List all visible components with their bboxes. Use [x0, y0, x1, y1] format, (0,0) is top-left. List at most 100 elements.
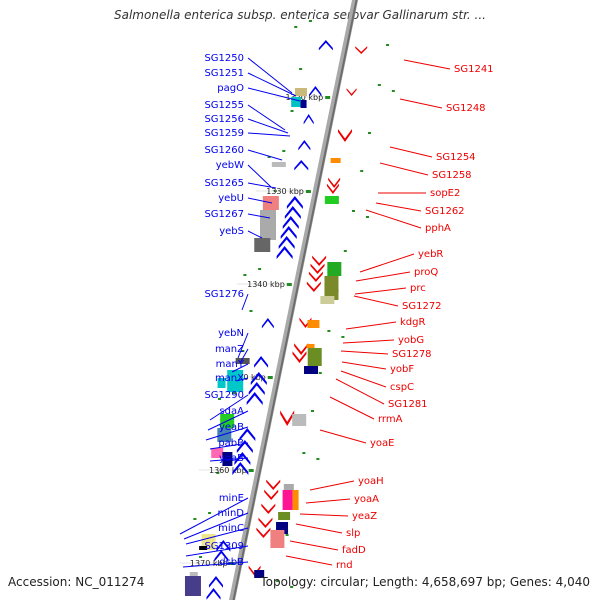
feature-block	[270, 530, 285, 548]
leader-line	[239, 348, 249, 364]
gene-label-right: rnd	[336, 560, 353, 571]
feature-block	[295, 88, 308, 96]
gene-tick	[294, 26, 298, 28]
genome-backbone	[228, 0, 359, 600]
gene-tick	[299, 68, 303, 70]
reverse-gene-arrow	[346, 88, 357, 96]
gene-label-right: SG1281	[388, 399, 428, 410]
gene-tick	[193, 518, 197, 520]
gene-tick	[290, 586, 294, 588]
gene-label-right: yebR	[418, 249, 443, 260]
gene-label-left: yebS	[219, 226, 244, 237]
leader-line	[247, 118, 289, 134]
gene-tick	[377, 84, 381, 86]
feature-block	[254, 570, 265, 578]
gene-label-left: SG1290	[204, 390, 244, 401]
leader-line	[335, 378, 385, 405]
gene-tick	[282, 150, 286, 152]
leader-line	[340, 370, 387, 388]
leader-line	[289, 540, 339, 551]
reverse-gene-arrow	[337, 129, 352, 142]
feature-block	[199, 546, 208, 550]
forward-gene-arrow	[214, 550, 229, 562]
gene-label-left: minE	[219, 493, 244, 504]
feature-block	[211, 448, 224, 458]
feature-block	[235, 358, 250, 364]
gene-label-left: SG1250	[204, 53, 244, 64]
kbp-label: 1360 kbp	[209, 466, 247, 475]
gene-label-left: SG1260	[204, 145, 244, 156]
feature-block	[304, 366, 319, 374]
gene-label-right: prc	[410, 283, 426, 294]
leader-line	[185, 545, 249, 557]
gene-tick	[217, 398, 221, 400]
feature-block	[227, 370, 244, 392]
leader-line	[247, 149, 283, 161]
gene-label-left: SG1259	[204, 128, 244, 139]
reverse-gene-arrow	[266, 479, 281, 490]
leader-line	[389, 146, 433, 158]
forward-gene-arrow	[239, 428, 256, 441]
leader-line	[295, 523, 343, 534]
reverse-gene-arrow	[280, 410, 295, 426]
leader-line	[247, 197, 273, 204]
leader-line	[182, 561, 249, 568]
kbp-label: 1330 kbp	[266, 187, 304, 196]
gene-label-left: manZ	[215, 344, 244, 355]
gene-tick	[316, 458, 320, 460]
gene-label-left: pabB	[218, 438, 244, 449]
reverse-gene-arrow	[312, 255, 327, 266]
leader-line	[209, 394, 249, 421]
gene-tick	[276, 580, 280, 582]
gene-label-right: SG1258	[432, 170, 472, 181]
reverse-gene-arrow	[258, 517, 273, 528]
leader-line	[247, 132, 291, 137]
gene-tick	[249, 310, 253, 312]
gene-label-right: SG1241	[454, 64, 494, 75]
leader-line	[340, 350, 389, 355]
forward-gene-arrow	[248, 382, 265, 395]
gene-label-left: yebN	[218, 328, 244, 339]
gene-label-left: SG1251	[204, 68, 244, 79]
gene-label-left: SG1309	[204, 541, 244, 552]
forward-gene-arrow	[282, 216, 299, 229]
leader-line	[241, 293, 249, 311]
feature-block	[307, 320, 320, 328]
kbp-tick	[325, 96, 331, 99]
gene-label-right: fadD	[342, 545, 366, 556]
gene-labels: SG1250 SG1251 pagO SG1255 SG1256 SG1259 SG1260…	[204, 53, 493, 571]
kbp-label: 1370 kbp	[190, 559, 228, 568]
kbp-tick	[267, 376, 273, 379]
forward-gene-arrow	[294, 160, 309, 171]
leader-line	[329, 396, 375, 420]
gene-tick	[343, 250, 347, 252]
gene-label-right: proQ	[414, 267, 438, 278]
feature-block	[254, 238, 271, 252]
feature-block	[260, 210, 276, 240]
feature-block	[271, 162, 286, 167]
gene-tick	[241, 350, 245, 352]
gene-label-right: SG1272	[402, 301, 442, 312]
leader-line	[353, 295, 399, 307]
gene-tick	[285, 534, 289, 536]
backbone-line	[228, 0, 359, 600]
leader-line	[237, 332, 249, 359]
leader-line	[247, 72, 297, 97]
gene-tick	[258, 268, 262, 270]
gene-label-right: rrmA	[378, 414, 403, 425]
leader-line	[247, 104, 286, 131]
forward-gene-arrow	[276, 246, 293, 259]
leader-line	[183, 512, 249, 540]
leader-line	[209, 442, 249, 450]
kbp-tick	[248, 469, 254, 472]
feature-block	[278, 512, 291, 520]
backbone-shadow	[232, 0, 358, 600]
gene-tick	[366, 216, 369, 218]
feature-block	[307, 348, 322, 366]
feature-block	[327, 262, 342, 276]
leader-line	[319, 429, 367, 444]
kbp-label: 1350 kbp	[228, 373, 266, 382]
gene-label-left: yebU	[218, 193, 244, 204]
kbp-label: 1320 kbp	[285, 93, 323, 102]
gene-label-right: sopE2	[430, 188, 460, 199]
